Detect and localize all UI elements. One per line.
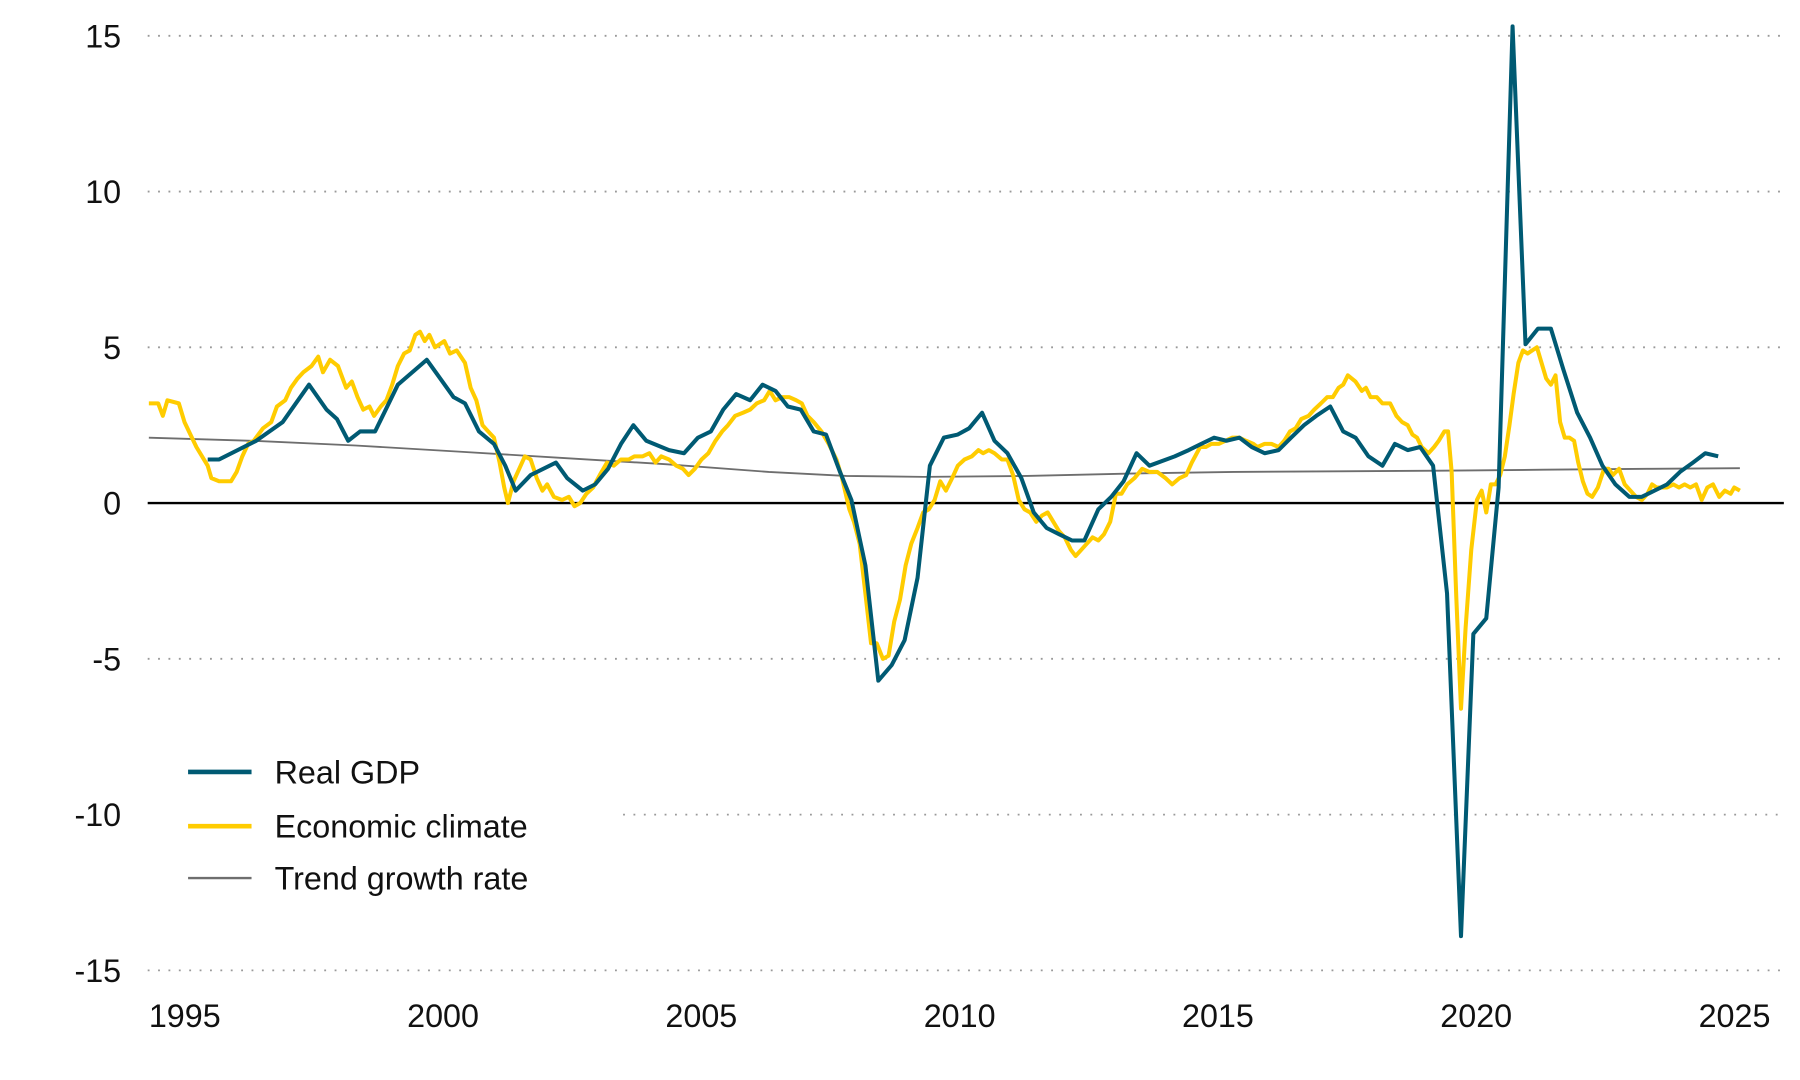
y-tick-label: -5 xyxy=(92,641,121,677)
x-axis-ticks: 1995 2000 2005 2010 2015 2020 2025 xyxy=(149,998,1771,1034)
legend-label: Economic climate xyxy=(275,809,528,845)
y-tick-label: -15 xyxy=(74,953,121,989)
x-tick-label: 2000 xyxy=(407,998,479,1034)
x-tick-label: 1995 xyxy=(149,998,221,1034)
legend-item: Economic climate xyxy=(188,809,528,845)
x-tick-label: 2025 xyxy=(1699,998,1771,1034)
y-tick-label: 0 xyxy=(103,486,121,522)
series-line-economic-climate xyxy=(148,329,1741,711)
legend-item: Real GDP xyxy=(188,754,420,790)
series-lines xyxy=(148,24,1741,939)
x-tick-label: 2005 xyxy=(665,998,737,1034)
legend: Real GDP Economic climate Trend growth rat… xyxy=(188,754,528,897)
series-line-real-gdp xyxy=(207,24,1719,939)
y-axis-ticks: 15 10 5 0 -5 -10 -15 xyxy=(74,18,121,989)
y-tick-label: 15 xyxy=(85,18,121,54)
series-line-trend-growth-rate xyxy=(148,436,1740,478)
y-tick-label: 5 xyxy=(103,330,121,366)
x-tick-label: 2010 xyxy=(924,998,996,1034)
legend-item: Trend growth rate xyxy=(188,861,528,897)
x-tick-label: 2015 xyxy=(1182,998,1254,1034)
y-tick-label: 10 xyxy=(85,174,121,210)
legend-label: Trend growth rate xyxy=(275,861,529,897)
gridlines xyxy=(147,34,1784,972)
x-tick-label: 2020 xyxy=(1440,998,1512,1034)
legend-label: Real GDP xyxy=(275,754,420,790)
y-tick-label: -10 xyxy=(74,797,121,833)
